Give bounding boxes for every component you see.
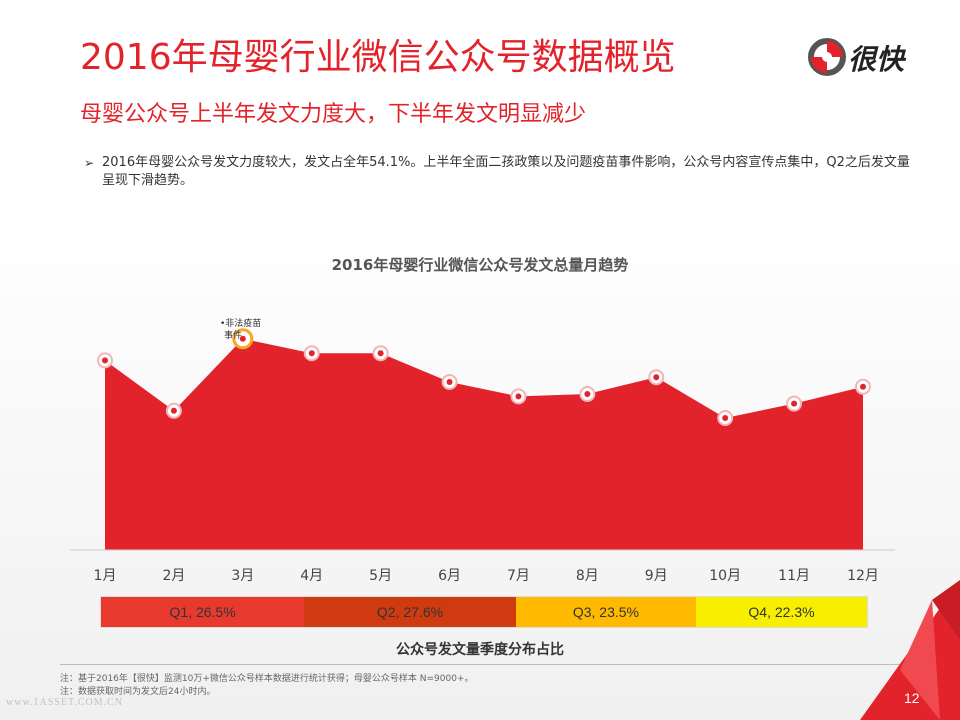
data-point [372,345,389,362]
quarter-segment-q2: Q2, 27.6% [304,597,516,627]
x-tick-label: 7月 [507,568,530,584]
data-point [303,345,320,362]
x-tick-label: 4月 [300,568,323,584]
x-tick-label: 6月 [438,568,461,584]
x-tick-label: 2月 [162,568,185,584]
watermark: www.1ASSET.COM.CN [6,697,124,708]
data-point [232,328,254,350]
brand-logo: 很快 [808,36,928,76]
footer-notes: 注：基于2016年【很快】监测10万+微信公众号样本数据进行统计获得；母婴公众号… [60,673,473,699]
x-tick-label: 9月 [645,568,668,584]
page-number: 12 [904,690,920,706]
data-point [855,378,871,395]
summary-text: 2016年母婴公众号发文力度较大，发文占全年54.1%。上半年全面二孩政策以及问… [102,155,910,188]
x-tick-label: 10月 [709,568,741,584]
quarter-segment-label: Q4, 22.3% [748,604,815,620]
quarter-segment-q3: Q3, 23.5% [515,597,696,627]
data-point [165,402,182,419]
quarter-segment-q1: Q1, 26.5% [101,597,305,627]
quarter-bar-caption: 公众号发文量季度分布占比 [396,642,564,658]
quarter-segment-q4: Q4, 22.3% [696,597,867,627]
x-tick-label: 8月 [576,568,599,584]
quarter-segment-label: Q2, 27.6% [376,604,444,620]
chart-annotation: •非法疫苗 事件 [220,318,261,342]
footer-note-1: 注：基于2016年【很快】监测10万+微信公众号样本数据进行统计获得；母婴公众号… [60,674,474,684]
x-tick-label: 11月 [778,568,810,584]
corner-decoration [860,580,960,720]
chart-title: 2016年母婴行业微信公众号发文总量月趋势 [331,256,629,274]
data-point [717,410,734,426]
footer-divider [60,664,920,665]
x-tick-label: 12月 [847,568,879,584]
data-point [786,395,803,412]
annotation-line2: 事件 [224,331,243,341]
page-subtitle: 母婴公众号上半年发文力度大，下半年发文明显减少 [80,102,587,127]
bullet-arrow-icon: ➢ [84,156,95,170]
data-point [510,388,527,405]
footer-note-2: 注：数据获取时间为发文后24小时内。 [60,687,216,697]
x-tick-label: 3月 [231,568,254,584]
annotation-line1: •非法疫苗 [220,319,262,329]
quarter-segment-label: Q3, 23.5% [572,604,639,620]
quarter-segment-label: Q1, 26.5% [169,604,236,620]
data-point [97,352,113,369]
data-point [579,386,596,402]
data-point [648,369,665,386]
x-tick-label: 1月 [94,568,117,584]
logo-text: 很快 [848,43,905,76]
data-point [441,374,458,390]
monthly-trend-chart: 1月 2月 3月 4月 5月 6月 7月 8月 9月 10月 11月 12月 [70,328,895,584]
quarter-share-bar: Q1, 26.5% Q2, 27.6% Q3, 23.5% Q4, 22.3% [100,596,868,628]
trend-area [105,338,863,550]
page-title: 2016年母婴行业微信公众号数据概览 [80,37,676,78]
x-tick-label: 5月 [369,568,392,584]
kuai-logo-icon [808,38,846,76]
